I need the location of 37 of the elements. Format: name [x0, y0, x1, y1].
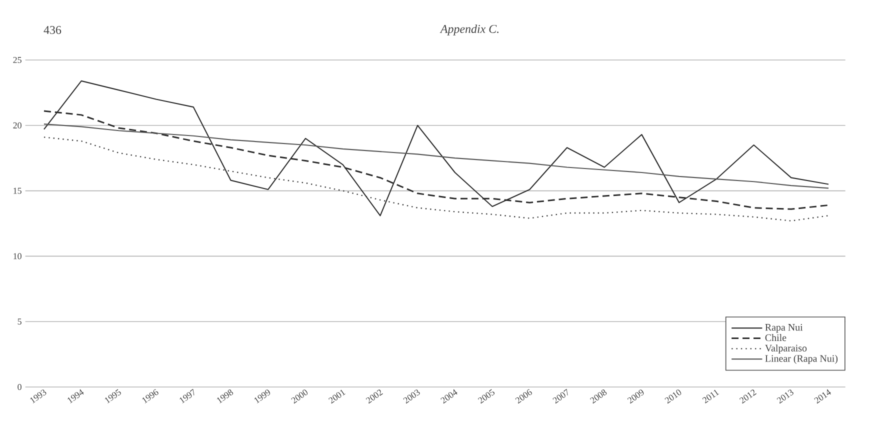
x-tick-label: 2003 — [403, 390, 420, 404]
x-tick-label: 2002 — [366, 390, 383, 404]
legend-label: Rapa Nui — [765, 324, 803, 333]
x-tick-label: 2012 — [739, 390, 757, 404]
x-tick-label: 2013 — [776, 390, 794, 404]
legend-label: Valparaiso — [765, 344, 807, 354]
y-tick-label: 10 — [14, 253, 22, 260]
chart-title: Appendix C. — [440, 24, 498, 36]
x-tick-label: 2008 — [590, 390, 607, 404]
x-tick-label: 2000 — [291, 390, 308, 404]
x-tick-label: 2006 — [515, 389, 532, 404]
x-tick-label: 1999 — [254, 390, 270, 404]
y-tick-label: 5 — [18, 318, 22, 325]
y-tick-label: 15 — [14, 188, 22, 194]
x-tick-label: 1997 — [180, 388, 194, 404]
y-tick-label: 0 — [18, 384, 22, 390]
x-tick-label: 1993 — [30, 390, 46, 404]
x-tick-label: 2014 — [814, 389, 831, 404]
text: 436 — [44, 26, 62, 34]
x-tick-label: 1995 — [104, 389, 121, 404]
legend-label: Chile — [765, 334, 786, 342]
legend-label: Linear (Rapa Nui) — [765, 354, 838, 364]
x-tick-label: 2009 — [627, 390, 644, 404]
x-tick-label: 1994 — [68, 389, 84, 404]
line-series — [43, 80, 830, 216]
x-tick-label: 1998 — [217, 390, 234, 404]
line-series — [43, 136, 830, 222]
x-tick-label: 2011 — [702, 390, 720, 404]
x-tick-label: 2001 — [328, 390, 346, 404]
line-series — [43, 124, 830, 189]
x-tick-label: 2005 — [478, 389, 495, 404]
x-tick-label: 2004 — [440, 389, 458, 404]
x-tick-label: 2007 — [552, 388, 568, 404]
x-tick-label: 2010 — [664, 390, 682, 404]
y-tick-label: 20 — [13, 122, 22, 128]
x-tick-label: 1996 — [142, 389, 158, 404]
y-tick-label: 25 — [13, 56, 22, 64]
